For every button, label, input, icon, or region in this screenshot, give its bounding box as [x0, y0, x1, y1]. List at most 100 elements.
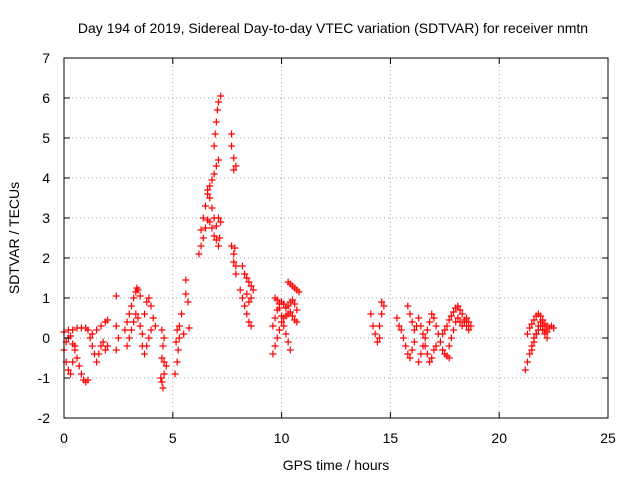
data-point: [241, 270, 249, 278]
data-point: [158, 378, 166, 386]
data-point: [291, 300, 299, 308]
y-tick-label: 0: [42, 330, 50, 346]
data-point: [284, 338, 292, 346]
data-point: [465, 318, 473, 326]
data-point: [247, 282, 255, 290]
data-point: [423, 350, 431, 358]
data-point: [523, 330, 531, 338]
data-point: [197, 226, 205, 234]
data-point: [430, 346, 438, 354]
chart-title: Day 194 of 2019, Sidereal Day-to-day VTE…: [78, 20, 588, 36]
data-point: [231, 244, 239, 252]
data-point: [443, 322, 451, 330]
x-tick-label: 15: [383, 430, 399, 446]
data-point: [288, 296, 296, 304]
y-tick-labels: -2 -1 0 1 2 3 4 5 6 7: [38, 50, 51, 426]
data-point: [143, 298, 151, 306]
data-point: [130, 294, 138, 302]
data-point: [173, 358, 181, 366]
y-tick-label: 5: [42, 130, 50, 146]
data-point: [199, 234, 207, 242]
data-point: [521, 366, 529, 374]
data-point: [232, 270, 240, 278]
data-point: [528, 346, 536, 354]
data-point: [530, 316, 538, 324]
data-point: [145, 294, 153, 302]
data-point: [376, 322, 384, 330]
data-point: [178, 310, 186, 318]
data-point: [210, 142, 218, 150]
data-point: [67, 332, 75, 340]
x-tick-label: 10: [274, 430, 290, 446]
data-point: [104, 342, 112, 350]
data-point: [201, 224, 209, 232]
data-point: [212, 118, 220, 126]
data-point: [112, 292, 120, 300]
data-point: [77, 370, 85, 378]
data-point: [127, 302, 135, 310]
data-point: [273, 296, 281, 304]
data-point: [213, 106, 221, 114]
data-point: [217, 92, 225, 100]
plot-frame: [63, 57, 609, 419]
data-point: [212, 222, 220, 230]
data-point: [171, 370, 179, 378]
data-point: [134, 314, 142, 322]
data-point: [543, 328, 551, 336]
data-point: [211, 130, 219, 138]
data-point: [210, 170, 218, 178]
data-point: [441, 326, 449, 334]
data-point: [206, 218, 214, 226]
data-point: [428, 310, 436, 318]
data-point: [232, 262, 240, 270]
data-point: [528, 320, 536, 328]
data-point: [125, 334, 133, 342]
data-point: [465, 326, 473, 334]
data-point: [141, 350, 149, 358]
data-point: [151, 322, 159, 330]
data-point: [228, 130, 236, 138]
data-point: [419, 330, 427, 338]
data-point: [206, 182, 214, 190]
data-point: [145, 334, 153, 342]
data-point: [530, 338, 538, 346]
data-point: [537, 312, 545, 320]
y-tick-label: -2: [38, 410, 51, 426]
x-axis-label: GPS time / hours: [283, 457, 390, 473]
grid-lines: [64, 58, 608, 418]
data-point: [138, 330, 146, 338]
data-point: [404, 350, 412, 358]
x-tick-label: 25: [600, 430, 616, 446]
data-points: [60, 92, 558, 392]
data-point: [182, 290, 190, 298]
data-point: [439, 330, 447, 338]
data-point: [84, 326, 92, 334]
data-point: [208, 204, 216, 212]
data-point: [295, 288, 303, 296]
data-point: [526, 324, 534, 332]
data-point: [371, 330, 379, 338]
data-point: [64, 366, 72, 374]
data-point: [157, 374, 165, 382]
data-point: [136, 322, 144, 330]
data-point: [432, 342, 440, 350]
data-point: [104, 316, 112, 324]
data-point: [160, 358, 168, 366]
data-point: [458, 322, 466, 330]
data-point: [278, 312, 286, 320]
data-point: [201, 202, 209, 210]
data-point: [216, 234, 224, 242]
data-point: [458, 310, 466, 318]
data-point: [127, 326, 135, 334]
data-point: [67, 370, 75, 378]
data-point: [158, 326, 166, 334]
data-point: [132, 310, 140, 318]
data-point: [238, 262, 246, 270]
x-tick-label: 5: [169, 430, 177, 446]
data-point: [180, 330, 188, 338]
data-point: [162, 362, 170, 370]
data-point: [286, 346, 294, 354]
data-point: [378, 310, 386, 318]
data-point: [143, 342, 151, 350]
